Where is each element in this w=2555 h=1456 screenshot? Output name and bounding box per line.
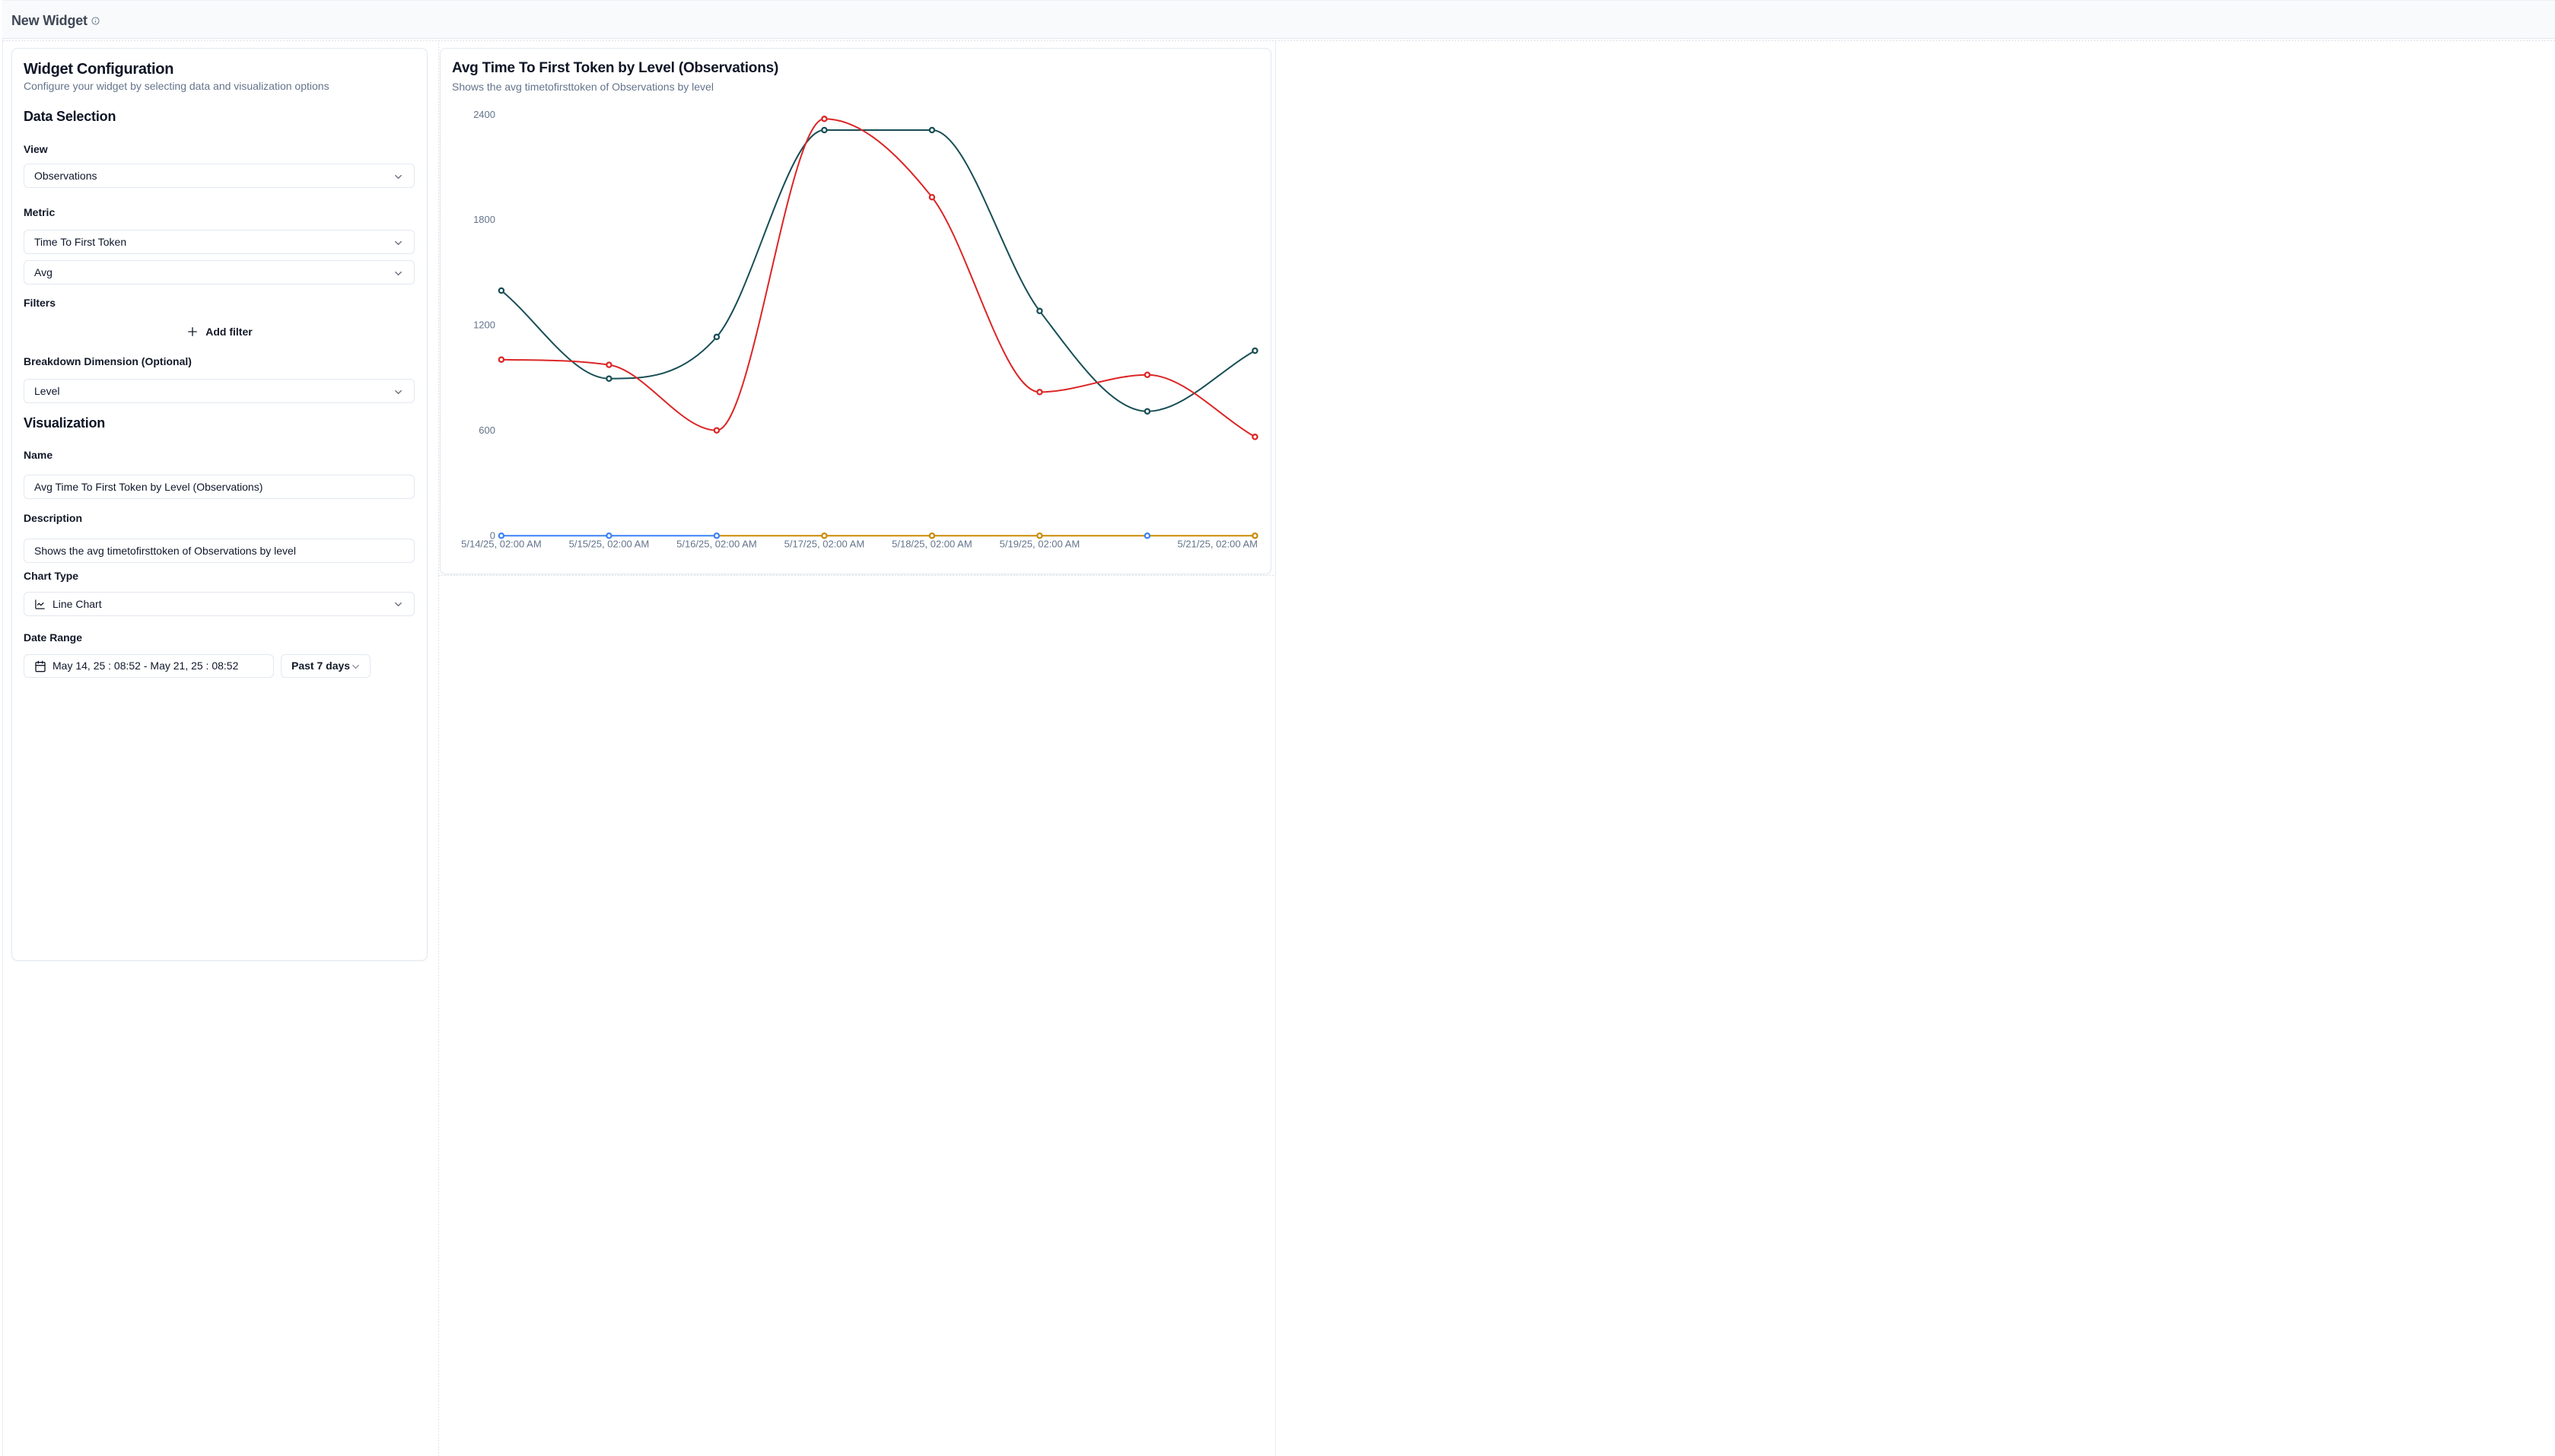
- svg-text:1800: 1800: [473, 214, 495, 225]
- svg-text:5/14/25, 02:00 AM: 5/14/25, 02:00 AM: [461, 539, 542, 550]
- svg-text:0: 0: [490, 529, 495, 541]
- svg-text:1200: 1200: [473, 319, 495, 331]
- svg-text:2400: 2400: [473, 109, 495, 120]
- svg-text:5/18/25, 02:00 AM: 5/18/25, 02:00 AM: [892, 539, 972, 550]
- svg-text:5/17/25, 02:00 AM: 5/17/25, 02:00 AM: [784, 539, 865, 550]
- svg-text:600: 600: [479, 424, 495, 436]
- svg-text:5/19/25, 02:00 AM: 5/19/25, 02:00 AM: [1000, 539, 1080, 550]
- svg-text:5/21/25, 02:00 AM: 5/21/25, 02:00 AM: [1177, 539, 1258, 550]
- svg-text:5/15/25, 02:00 AM: 5/15/25, 02:00 AM: [569, 539, 650, 550]
- svg-text:5/16/25, 02:00 AM: 5/16/25, 02:00 AM: [676, 539, 757, 550]
